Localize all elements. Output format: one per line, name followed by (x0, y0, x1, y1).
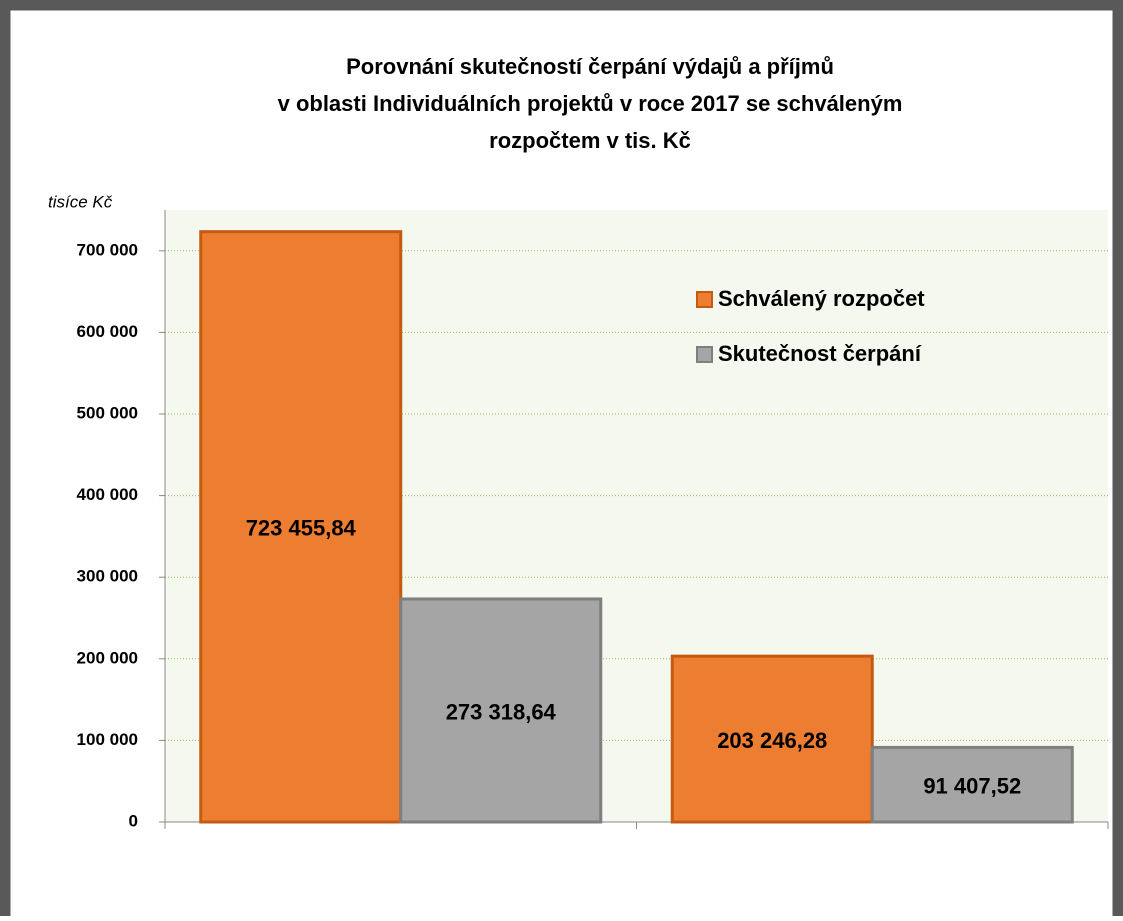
bar (670, 654, 874, 824)
value-label: 91 407,52 (923, 774, 1021, 799)
legend-swatch (696, 346, 713, 363)
y-tick-label: 200 000 (77, 648, 138, 667)
value-label: 203 246,28 (717, 728, 827, 753)
value-label: 273 318,64 (446, 699, 557, 724)
chart-title: Porovnání skutečností čerpání výdajů a p… (346, 54, 834, 79)
chart-title: v oblasti Individuálních projektů v roce… (278, 91, 903, 116)
y-tick-label: 300 000 (77, 567, 138, 586)
y-tick-label: 700 000 (77, 240, 138, 259)
legend-label: Schválený rozpočet (718, 286, 925, 311)
y-axis-label: tisíce Kč (48, 192, 113, 211)
y-tick-label: 100 000 (77, 730, 138, 749)
bar (199, 230, 403, 824)
chart-title: rozpočtem v tis. Kč (489, 128, 691, 153)
y-tick-label: 0 (129, 811, 138, 830)
legend-swatch (696, 291, 713, 308)
bar (399, 597, 603, 824)
bar (870, 745, 1074, 824)
y-tick-label: 400 000 (77, 485, 138, 504)
legend-label: Skutečnost čerpání (718, 341, 922, 366)
y-tick-label: 600 000 (77, 322, 138, 341)
y-tick-label: 500 000 (77, 403, 138, 422)
value-label: 723 455,84 (246, 516, 357, 541)
